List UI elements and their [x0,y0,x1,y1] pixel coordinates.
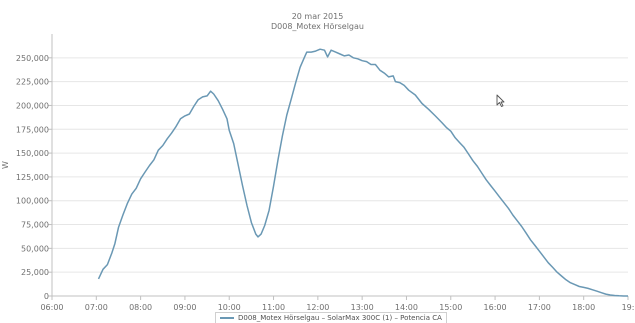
x-tick-label: 09:00 [173,303,196,312]
x-tick-label: 07:00 [85,303,108,312]
axes [48,34,629,300]
x-tick-label: 11:00 [262,303,285,312]
y-axis-label: W [1,161,10,169]
y-tick-label: 100,000 [16,197,49,206]
x-tick-label: 17:00 [528,303,551,312]
series-line [97,48,628,297]
chart-title: 20 mar 2015 [291,12,344,21]
legend-item-label: D008_Motex Hörselgau – SolarMax 300C (1)… [238,314,442,322]
x-tick-label: 15:00 [439,303,462,312]
x-tick-label: 18:00 [572,303,595,312]
y-tick-label: 250,000 [16,54,49,63]
y-tick-label: 200,000 [16,101,49,110]
grid-lines [52,57,628,273]
y-tick-label: 25,000 [21,268,49,277]
x-tick-label: 06:00 [40,303,63,312]
y-tick-label: 0 [44,292,49,301]
legend-swatch [220,317,234,319]
y-tick-label: 175,000 [16,125,49,134]
y-tick-label: 225,000 [16,78,49,87]
x-tick-labels: 06:00 07:00 08:00 09:00 10:00 11:00 12:00 13:00… [40,303,634,312]
y-tick-label: 75,000 [21,221,49,230]
y-tick-label: 125,000 [16,173,49,182]
x-tick-label: 10:00 [218,303,241,312]
x-tick-label: 13:00 [351,303,374,312]
x-tick-label: 19: [622,303,635,312]
mouse-pointer-icon [496,94,505,107]
x-tick-label: 14:00 [395,303,418,312]
x-tick-label: 08:00 [129,303,152,312]
y-tick-label: 50,000 [21,244,49,253]
y-tick-label: 150,000 [16,149,49,158]
chart-subtitle: D008_Motex Hörselgau [271,22,364,31]
series-layer [97,48,628,297]
x-tick-label: 12:00 [306,303,329,312]
x-tick-label: 16:00 [484,303,507,312]
y-tick-labels: 0 25,000 50,000 75,000 100,000 125,000 150,000… [16,54,49,301]
legend[interactable]: D008_Motex Hörselgau – SolarMax 300C (1)… [215,312,447,323]
